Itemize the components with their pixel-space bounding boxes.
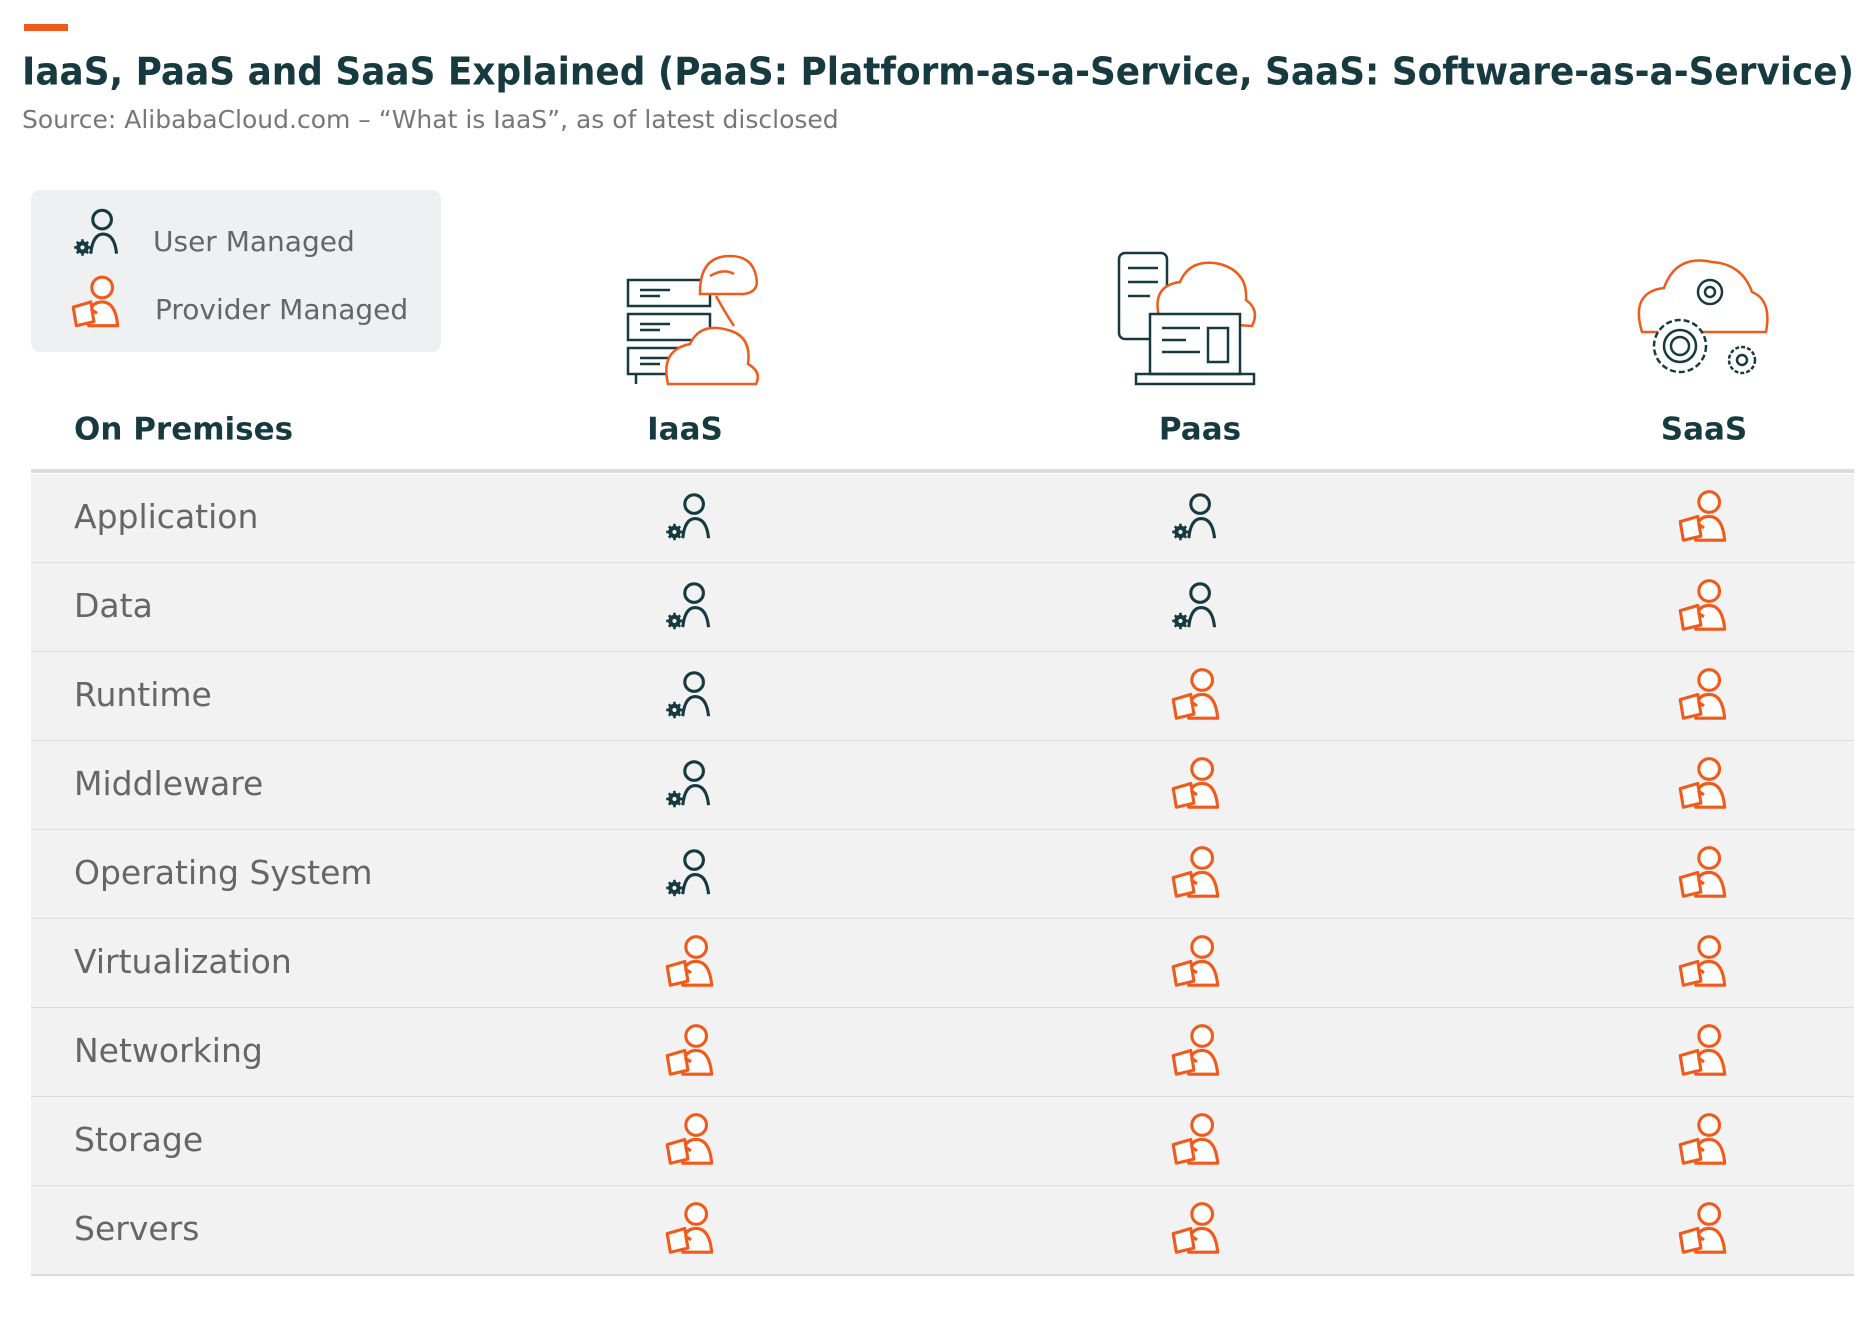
row-label: Virtualization	[74, 942, 292, 981]
row-background	[31, 1097, 1854, 1186]
row-background	[31, 741, 1854, 830]
row-label: Application	[74, 497, 258, 536]
row-background	[31, 1008, 1854, 1097]
subtitle: Source: AlibabaCloud.com – “What is IaaS…	[22, 105, 839, 134]
row-label: Runtime	[74, 675, 212, 714]
column-header: IaaS	[647, 412, 723, 448]
row-label: Storage	[74, 1120, 203, 1159]
row-background	[31, 563, 1854, 652]
corner-header: On Premises	[74, 412, 293, 448]
row-label: Operating System	[74, 853, 373, 892]
saas-illustration	[1637, 259, 1769, 375]
row-label: Servers	[74, 1209, 199, 1248]
accent-bar	[24, 24, 68, 31]
legend-label: User Managed	[153, 225, 355, 258]
title: IaaS, PaaS and SaaS Explained (PaaS: Pla…	[22, 50, 1854, 94]
column-header: SaaS	[1661, 412, 1748, 448]
iaas-illustration	[626, 254, 759, 386]
table: IaaS Paas SaaS Application Data Runtime Middle…	[31, 412, 1854, 1276]
header-rule	[31, 469, 1854, 473]
row-background	[31, 919, 1854, 1008]
column-header: Paas	[1159, 412, 1241, 448]
row-label: Middleware	[74, 764, 263, 803]
row-label: Data	[74, 586, 153, 625]
legend-label: Provider Managed	[155, 293, 408, 326]
legend-box	[31, 190, 441, 352]
row-separator	[31, 1274, 1854, 1276]
paas-illustration	[1117, 251, 1257, 386]
row-background	[31, 830, 1854, 919]
row-background	[31, 652, 1854, 741]
row-label: Networking	[74, 1031, 263, 1070]
row-background	[31, 474, 1854, 563]
row-background	[31, 1186, 1854, 1275]
